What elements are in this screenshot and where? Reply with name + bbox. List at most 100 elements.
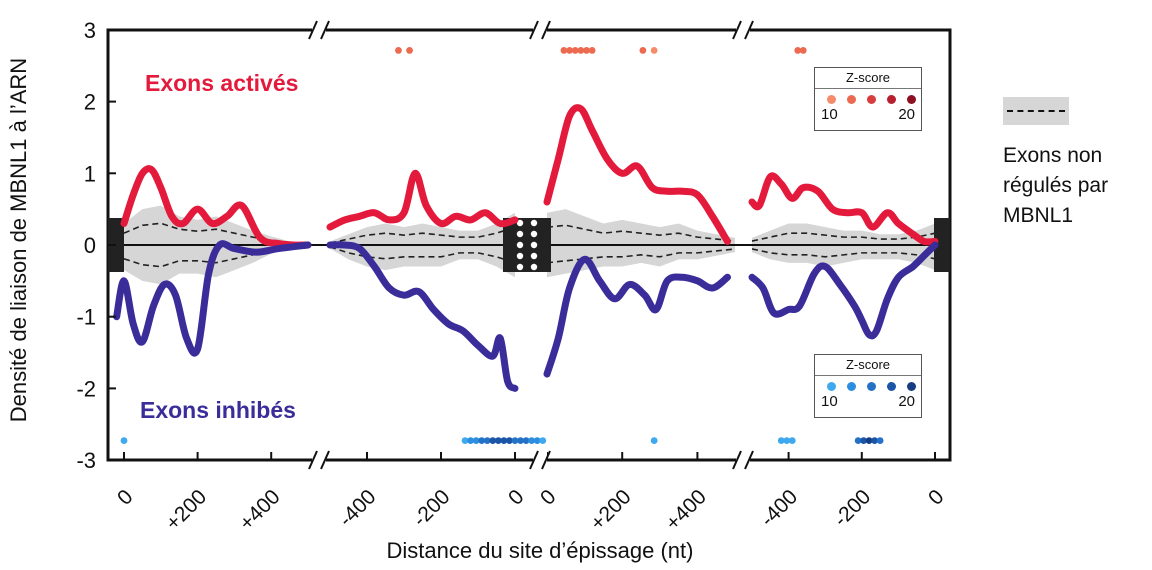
zscore-dot [847, 95, 856, 104]
axis-break-mark [744, 450, 754, 470]
axis-break-mark [529, 20, 539, 40]
exon-notch [530, 241, 538, 249]
zscore-dot [847, 382, 856, 391]
exon-notch [516, 241, 524, 249]
inhibited-zscore-dot [533, 437, 541, 444]
activated-zscore-dot [794, 47, 802, 54]
zscore-max-label: 20 [898, 393, 915, 410]
inhibited-zscore-dot [517, 437, 524, 444]
axis-break-mark [308, 20, 318, 40]
inhibited-zscore-dot [528, 437, 536, 444]
activated-exons-label: Exons activés [145, 70, 299, 96]
zscore-dot [907, 95, 916, 104]
y-tick-label: 2 [84, 90, 96, 115]
inhibited-zscore-dot [506, 437, 513, 444]
y-tick-label: -3 [76, 448, 96, 473]
zscore-dot [827, 382, 836, 391]
zscore-dot [887, 95, 896, 104]
y-tick-label: 3 [84, 18, 96, 43]
inhibited-zscore-dot [865, 437, 873, 444]
zscore-dot [867, 95, 876, 104]
zscore-min-label: 10 [821, 393, 838, 410]
axis-break-mark [732, 20, 742, 40]
non-regulated-dashed-line [329, 246, 516, 264]
inhibited-zscore-dot [461, 437, 469, 444]
x-tick-label: 0 [536, 485, 561, 510]
legend-text-line: Exons non [1003, 144, 1103, 167]
inhibited-zscore-dot [500, 437, 508, 444]
activated-zscore-dot [583, 47, 590, 54]
non-regulated-dashed-line [123, 244, 309, 268]
exon-notch [516, 252, 524, 260]
axis-break-mark [541, 450, 551, 470]
exon-notch [530, 230, 538, 238]
y-axis-label: Densité de liaison de MBNL1 à l’ARN [6, 57, 31, 423]
exon-notch [530, 219, 538, 227]
zscore-dot [907, 382, 916, 391]
activated-series-line [748, 172, 939, 246]
activated-series-line [326, 169, 519, 231]
activated-series-line [120, 165, 312, 249]
inhibited-zscore-dot [860, 437, 868, 444]
axis-break-mark [320, 450, 330, 470]
inhibited-zscore-dot [494, 437, 502, 444]
x-tick-label: +200 [161, 485, 211, 535]
axis-break-gap [533, 450, 547, 470]
zscore-min-label: 10 [821, 106, 838, 123]
inhibited-zscore-dot [777, 437, 785, 444]
axis-break-gap [533, 20, 547, 40]
inhibited-zscore-dot [522, 437, 530, 444]
legend-text-line: régulés par [1003, 174, 1109, 197]
x-tick-label: 0 [113, 485, 138, 510]
axis-break-mark [744, 20, 754, 40]
axis-break-mark [529, 450, 539, 470]
exon-notch [530, 263, 538, 271]
y-tick-label: 0 [84, 233, 96, 258]
inhibited-series-line [543, 255, 731, 378]
inhibited-series-line [113, 240, 312, 357]
inhibited-zscore-dot [876, 437, 884, 444]
inhibited-zscore-dot [467, 437, 474, 444]
activated-zscore-dot [560, 47, 568, 54]
axis-break-mark [541, 20, 551, 40]
activated-zscore-dot [577, 47, 585, 54]
non-regulated-dashed-line [123, 222, 309, 246]
non-regulated-dashed-line [751, 248, 936, 260]
x-tick-label: -400 [335, 485, 381, 531]
zscore-legend-activated: Z-score 10 20 [814, 67, 922, 131]
inhibited-zscore-dot [511, 437, 519, 444]
exon-notch [530, 252, 538, 260]
axis-break-gap [736, 450, 750, 470]
inhibited-exons-label: Exons inhibés [140, 397, 296, 423]
inhibited-zscore-dot [539, 437, 547, 444]
exon-notch [516, 263, 524, 271]
activated-zscore-dot [566, 47, 573, 54]
confidence-band [752, 223, 935, 271]
exon-notch [516, 219, 524, 227]
axis-break-mark [320, 20, 330, 40]
inhibited-series-line [748, 241, 939, 340]
x-tick-label: -200 [409, 485, 455, 531]
exon-block-right [934, 218, 950, 272]
inhibited-zscore-dot [871, 437, 879, 444]
x-tick-label: -400 [756, 485, 802, 531]
inhibited-zscore-dot [788, 437, 796, 444]
non-regulated-dashed-line [329, 226, 516, 244]
axis-break-gap [736, 20, 750, 40]
activated-zscore-dot [588, 47, 596, 54]
inhibited-zscore-dot [120, 437, 128, 444]
y-tick-label: 1 [84, 161, 96, 186]
non-regulated-dashed-line [546, 248, 736, 264]
confidence-band [547, 209, 735, 278]
x-tick-label: -200 [829, 485, 875, 531]
inhibited-zscore-dot [783, 437, 791, 444]
legend-text: Exons non régulés par MBNL1 [1003, 141, 1152, 231]
legend-dashed-line [1007, 110, 1065, 112]
inhibited-zscore-dot [472, 437, 480, 444]
exon-notch [516, 230, 524, 238]
non-regulated-dashed-line [546, 224, 736, 242]
activated-zscore-dot [799, 47, 807, 54]
zscore-legend-title: Z-score [815, 355, 921, 376]
x-axis-label: Distance du site d’épissage (nt) [386, 538, 694, 563]
x-tick-label: 0 [924, 485, 949, 510]
